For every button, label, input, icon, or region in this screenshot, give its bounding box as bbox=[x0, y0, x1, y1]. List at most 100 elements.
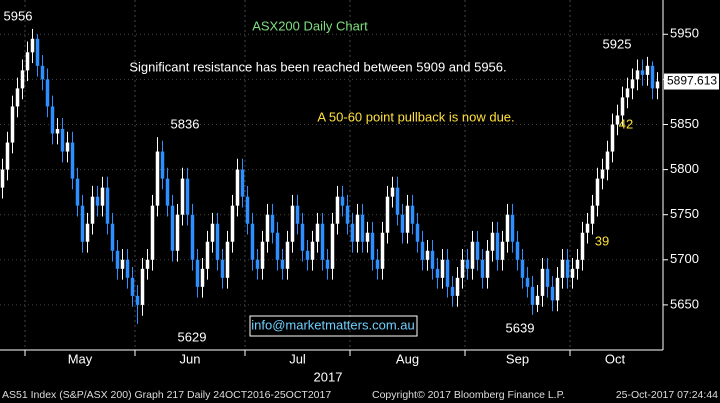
candle-body bbox=[235, 169, 240, 206]
candle-body bbox=[495, 232, 500, 260]
candle-body bbox=[655, 81, 660, 89]
candle-body bbox=[185, 178, 190, 215]
contact: info@marketmatters.com.au bbox=[251, 317, 414, 332]
candle-body bbox=[350, 223, 355, 242]
candle-body bbox=[195, 259, 200, 287]
candle-body bbox=[545, 268, 550, 287]
candle-body bbox=[230, 205, 235, 242]
candle-body bbox=[555, 277, 560, 301]
candle-body bbox=[615, 115, 620, 125]
candle-body bbox=[325, 259, 330, 269]
candle-body bbox=[310, 241, 315, 260]
candle-body bbox=[585, 223, 590, 233]
candle-body bbox=[340, 196, 345, 206]
candle-body bbox=[240, 169, 245, 197]
candle-body bbox=[610, 124, 615, 152]
candle-body bbox=[635, 70, 640, 80]
candle-body bbox=[140, 268, 145, 305]
price-label: 5836 bbox=[171, 117, 200, 132]
candle-body bbox=[455, 277, 460, 296]
candle-body bbox=[130, 277, 135, 296]
candle-body bbox=[465, 259, 470, 269]
last-price-box bbox=[664, 73, 719, 90]
candle-body bbox=[40, 65, 45, 80]
candle-body bbox=[395, 187, 400, 215]
footer: Copyright© 2017 Bloomberg Finance L.P. bbox=[372, 389, 565, 401]
candle-body bbox=[375, 259, 380, 269]
candle-body bbox=[175, 214, 180, 251]
candle-body bbox=[460, 259, 465, 278]
year-label: 2017 bbox=[314, 369, 343, 384]
candle-body bbox=[425, 250, 430, 260]
candle-body bbox=[405, 205, 410, 233]
candle-body bbox=[145, 259, 150, 269]
candle-body bbox=[565, 259, 570, 278]
candle-body bbox=[170, 205, 175, 251]
candle-body bbox=[505, 214, 510, 242]
candle-body bbox=[90, 196, 95, 224]
candle-body bbox=[65, 142, 70, 152]
candle-body bbox=[135, 295, 140, 305]
candle-body bbox=[210, 223, 215, 242]
candle-body bbox=[575, 259, 580, 269]
candle-body bbox=[490, 232, 495, 251]
candle-body bbox=[35, 38, 40, 66]
candle-body bbox=[370, 232, 375, 260]
candle-body bbox=[275, 232, 280, 260]
candle-body bbox=[480, 259, 485, 278]
candle-body bbox=[15, 88, 20, 107]
candle-body bbox=[200, 268, 205, 287]
candle-body bbox=[410, 205, 415, 224]
candle-body bbox=[205, 241, 210, 269]
candle-body bbox=[60, 128, 65, 152]
candle-body bbox=[335, 196, 340, 224]
chart-title: ASX200 Daily Chart bbox=[252, 18, 368, 33]
candle-body bbox=[105, 187, 110, 224]
candle-body bbox=[10, 106, 15, 143]
candle-body bbox=[590, 205, 595, 224]
candle-body bbox=[380, 232, 385, 269]
x-tick-label: Jul bbox=[289, 351, 306, 366]
candle-body bbox=[415, 223, 420, 242]
price-label: 5956 bbox=[4, 8, 33, 23]
candle-body bbox=[255, 259, 260, 269]
candle-body bbox=[385, 196, 390, 233]
candle-body bbox=[650, 65, 655, 89]
candle-body bbox=[300, 223, 305, 251]
candle-body bbox=[0, 169, 5, 188]
candle-body bbox=[305, 250, 310, 260]
candle-body bbox=[570, 268, 575, 278]
annotation: 39 bbox=[595, 233, 609, 248]
candle-body bbox=[295, 205, 300, 224]
candle-body bbox=[245, 196, 250, 224]
candle-body bbox=[220, 259, 225, 278]
candle-body bbox=[110, 223, 115, 251]
candle-body bbox=[55, 128, 60, 134]
candle-body bbox=[125, 259, 130, 278]
candle-body bbox=[180, 178, 185, 215]
footer: 25-Oct-2017 07:24:44 bbox=[616, 389, 718, 401]
y-tick-label: 5850 bbox=[670, 116, 699, 131]
candle-body bbox=[155, 151, 160, 206]
candle-body bbox=[605, 151, 610, 170]
candle-body bbox=[560, 259, 565, 278]
annotation: Significant resistance has been reached … bbox=[129, 59, 506, 74]
x-tick-label: Sep bbox=[506, 351, 529, 366]
candle-body bbox=[345, 205, 350, 224]
candle-body bbox=[115, 250, 120, 269]
candle-body bbox=[365, 232, 370, 242]
candle-body bbox=[330, 223, 335, 269]
candle-body bbox=[645, 65, 650, 75]
annotation: A 50-60 point pullback is now due. bbox=[317, 109, 514, 124]
candle-body bbox=[390, 187, 395, 197]
candle-body bbox=[120, 259, 125, 269]
candle-body bbox=[320, 223, 325, 260]
candle-body bbox=[95, 196, 100, 206]
candle-body bbox=[160, 151, 165, 179]
y-tick-label: 5700 bbox=[670, 251, 699, 266]
y-tick-label: 5650 bbox=[670, 296, 699, 311]
candle-body bbox=[500, 241, 505, 260]
y-tick-label: 5750 bbox=[670, 206, 699, 221]
candle-body bbox=[150, 205, 155, 260]
